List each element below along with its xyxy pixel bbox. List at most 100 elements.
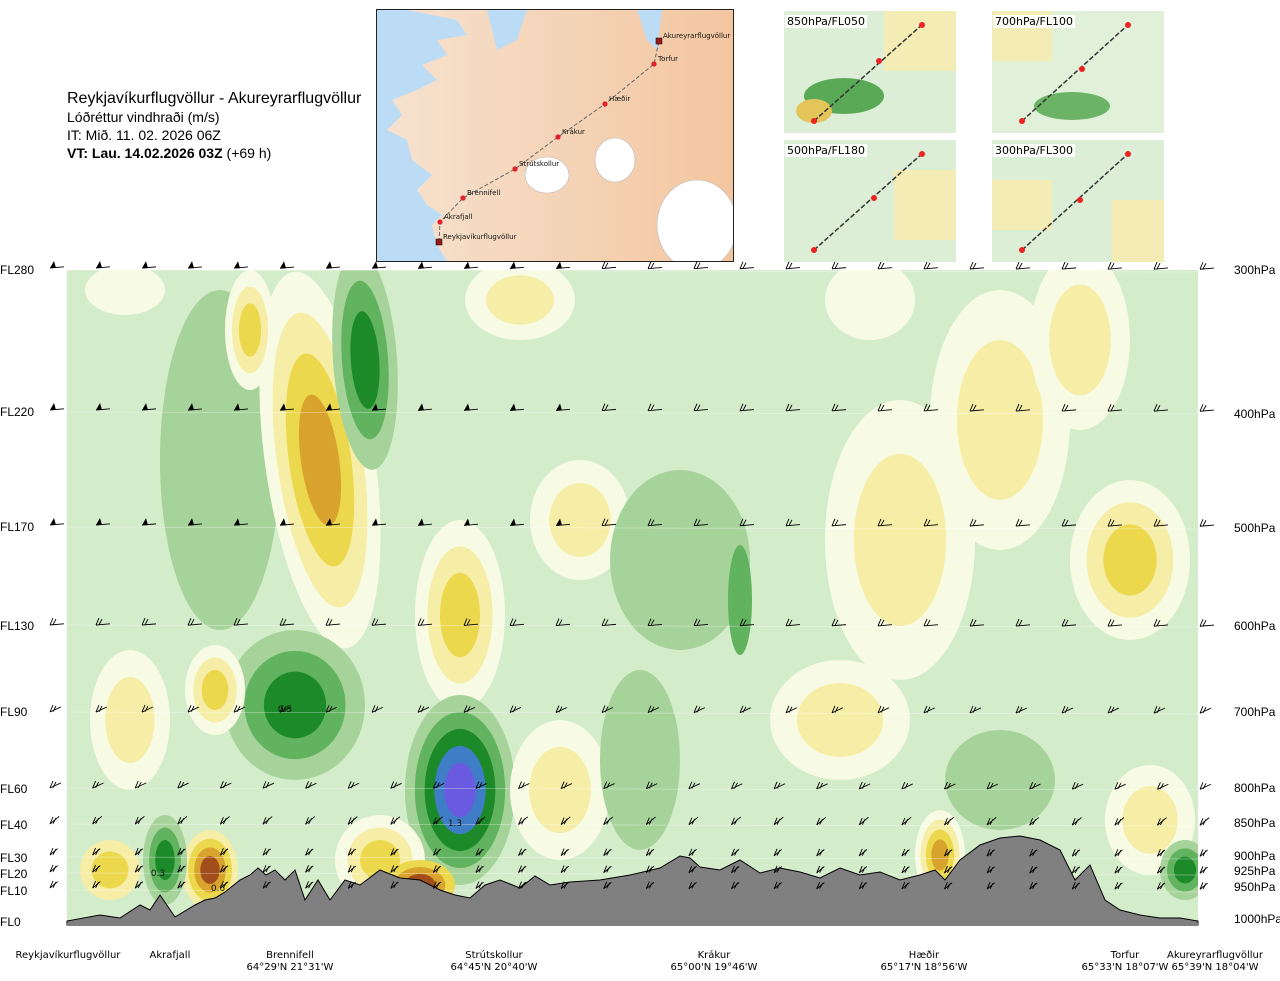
wind-barb [693,618,708,627]
location-coord: 65°39'N 18°04'W [1171,962,1259,973]
wind-barb [688,848,697,857]
wind-barb [233,705,246,713]
wind-barb [509,705,522,713]
wind-barb [773,865,783,874]
route-title: Reykjavíkurflugvöllur - Akureyrarflugvöl… [67,90,362,107]
route-waypoints: Akureyrarflugvöllur Torfur Hæðir Krákur Strú… [435,32,730,246]
contour-band [549,483,611,557]
wind-barb [1199,619,1214,627]
wind-barb [986,781,999,790]
wind-barb [785,518,800,527]
contour-band [486,275,554,325]
wind-barb [390,881,399,889]
value-annotation: 1.3 [448,819,462,829]
wind-barb [432,848,442,856]
wind-barb [49,847,58,856]
wind-barb [279,518,294,526]
wind-barb [923,618,938,627]
wind-barb [187,403,202,411]
wind-barb [739,618,754,627]
wind-barb [603,881,612,889]
wind-barb [1153,262,1168,270]
level-map-label: 300hPa/FL300 [993,144,1076,157]
wind-barb [95,617,110,626]
wind-barb [877,403,892,412]
wind-barb [1114,817,1125,826]
wind-barb [693,705,706,714]
valid-time-offset: (+69 h) [226,145,272,161]
contour-band [263,671,327,739]
airport-marker [435,238,443,246]
wind-barb [1199,849,1208,857]
wind-barb [1107,261,1122,270]
terrain-profile [66,835,1199,926]
terrain-base [67,923,1198,926]
wind-barb [645,816,656,826]
wind-barb [187,261,202,269]
title-block: Reykjavíkurflugvöllur - Akureyrarflugvöl… [67,90,361,162]
contour-band [360,840,400,880]
wind-barb [1029,781,1041,790]
wind-barb [92,880,101,889]
contour-band [155,840,175,880]
wind-barb [603,781,615,790]
wind-barb [785,261,800,270]
wind-barb [923,518,938,527]
flight-level-label: FL60 [0,782,28,796]
wind-barb [901,848,910,857]
value-annotation: 0.5 [278,705,292,715]
wind-barb [603,848,612,856]
wind-barb [1199,404,1214,412]
wind-barb [371,261,386,269]
wind-barb [555,403,570,411]
wind-barb [262,848,271,856]
location-name: Reykjavíkurflugvöllur [15,950,121,961]
wind-barb [432,816,443,825]
pressure-level-label: 300hPa [1234,263,1276,277]
wind-barb [1199,262,1214,270]
contour-band [1122,786,1178,854]
location-label: Akrafjall [150,950,191,962]
contour-band [444,762,476,818]
wind-barb [347,865,357,873]
wind-barb [432,781,445,789]
waypoint-marker [460,195,466,201]
wind-barb [986,881,995,890]
wind-barb [773,848,783,857]
wind-barb [141,261,156,269]
wind-barb [371,403,386,411]
wind-barb [693,403,708,412]
wind-barb [1029,817,1040,826]
wind-barb [1114,782,1126,790]
wind-barb [262,781,275,789]
wind-barb [601,705,614,714]
waypoint-label: Reykjavíkurflugvöllur [443,233,517,241]
wind-barb [555,618,570,626]
wind-barb [1015,261,1030,270]
flight-level-label: FL30 [0,851,28,865]
value-annotation: 0.3 [151,869,165,879]
wind-barb [647,705,660,714]
location-label: Hæðir 65°17'N 18°56'W [881,950,968,974]
wind-barb [325,518,340,526]
wind-barb [739,518,754,527]
wind-barb [739,705,752,714]
wind-barb [601,261,616,270]
wind-barb [731,816,741,826]
contour-band [298,394,342,526]
contour-band [600,670,680,850]
wind-barb [432,881,442,889]
wind-barb [134,880,144,889]
wind-barb [92,780,104,789]
wind-barb [390,865,399,873]
wind-barb [233,261,248,269]
wind-barb [645,781,658,790]
wind-barb [509,518,524,526]
contour-band [728,545,752,655]
wind-barb [305,881,314,889]
wind-barb [475,781,487,789]
wind-barb [305,865,314,873]
wind-barb [944,881,953,890]
wind-barb [219,848,229,856]
contour-band [956,340,1044,500]
